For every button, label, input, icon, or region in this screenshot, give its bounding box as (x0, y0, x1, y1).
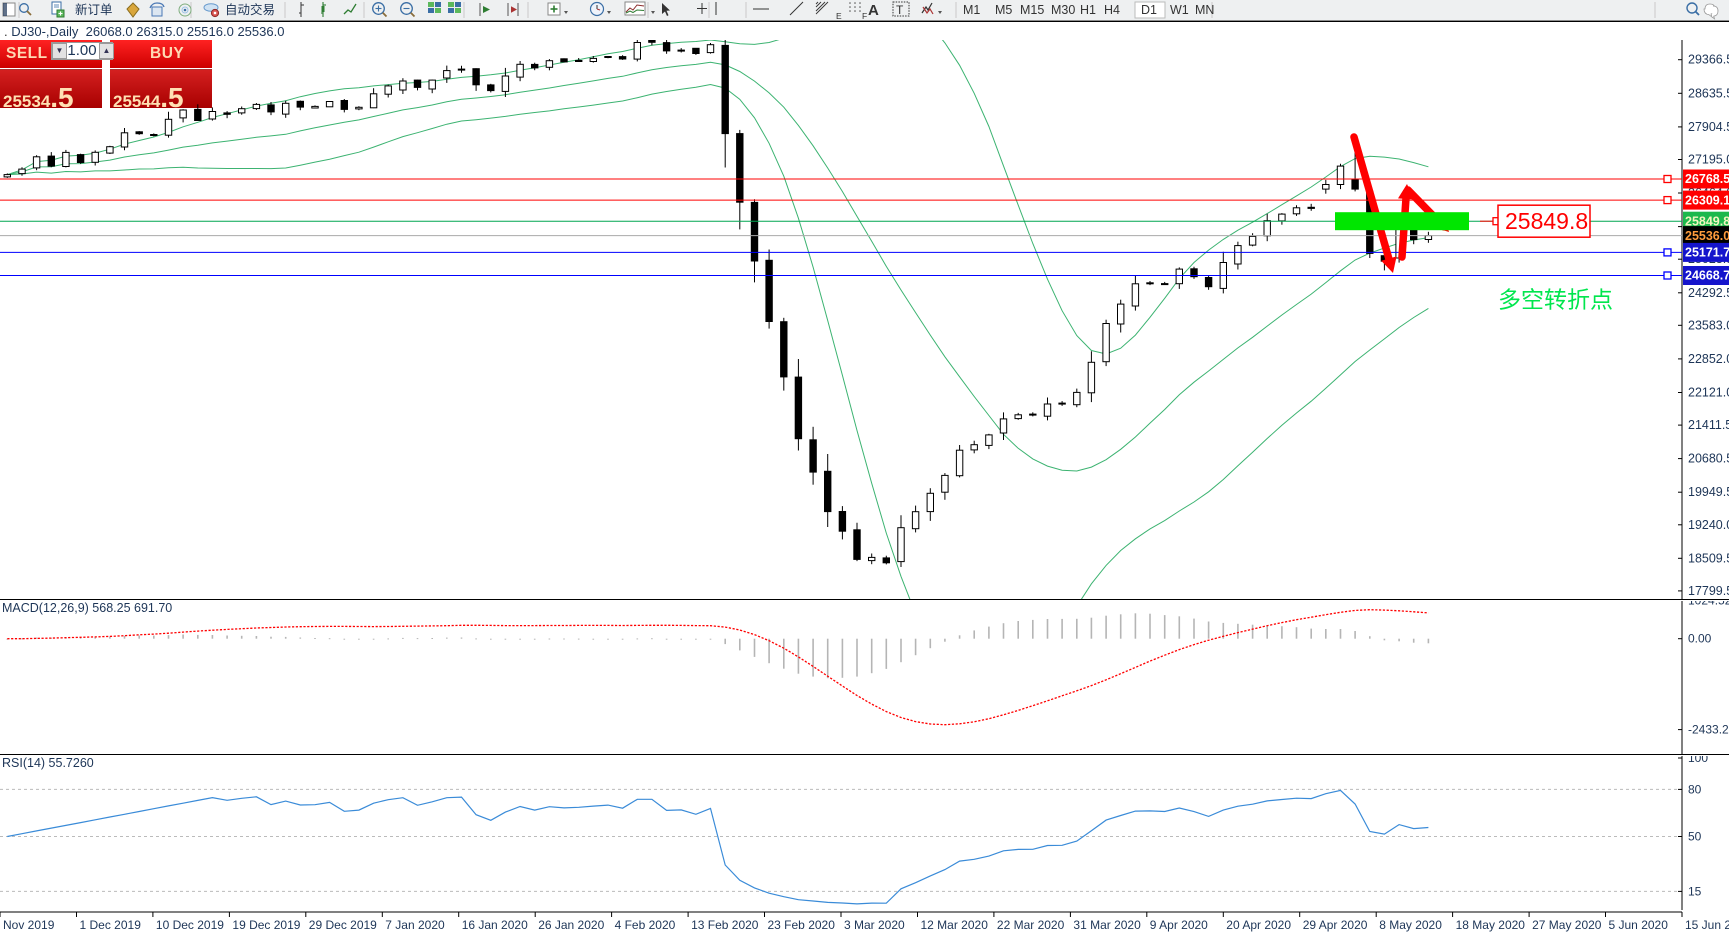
svg-text:21411.5: 21411.5 (1688, 418, 1729, 432)
svg-text:T: T (896, 3, 904, 17)
svg-text:F: F (862, 11, 867, 20)
svg-text:15: 15 (1688, 884, 1702, 898)
svg-text:22 Mar 2020: 22 Mar 2020 (997, 918, 1065, 932)
svg-text:26768.5: 26768.5 (1685, 172, 1729, 186)
svg-text:100: 100 (1688, 756, 1708, 765)
svg-text:18 May 2020: 18 May 2020 (1456, 918, 1526, 932)
svg-text:自动交易: 自动交易 (225, 2, 275, 17)
svg-text:12 Mar 2020: 12 Mar 2020 (921, 918, 989, 932)
svg-text:27195.0: 27195.0 (1688, 153, 1729, 167)
svg-text:M15: M15 (1020, 3, 1044, 17)
svg-text:29366.5: 29366.5 (1688, 53, 1729, 67)
svg-text:7 Jan 2020: 7 Jan 2020 (385, 918, 445, 932)
svg-text:28635.5: 28635.5 (1688, 86, 1729, 100)
svg-text:1 Dec 2019: 1 Dec 2019 (80, 918, 142, 932)
svg-text:19240.0: 19240.0 (1688, 518, 1729, 532)
svg-text:-2433.25: -2433.25 (1688, 723, 1729, 737)
svg-text:24292.5: 24292.5 (1688, 286, 1729, 300)
svg-text:25849.8: 25849.8 (1505, 208, 1588, 234)
svg-text:22121.0: 22121.0 (1688, 386, 1729, 400)
svg-text:26309.1: 26309.1 (1685, 193, 1729, 207)
svg-text:18509.5: 18509.5 (1688, 551, 1729, 565)
svg-text:RSI(14) 55.7260: RSI(14) 55.7260 (2, 756, 94, 770)
svg-text:26 Jan 2020: 26 Jan 2020 (538, 918, 604, 932)
svg-text:5 Jun 2020: 5 Jun 2020 (1609, 918, 1669, 932)
svg-text:8 May 2020: 8 May 2020 (1379, 918, 1442, 932)
svg-text:4 Feb 2020: 4 Feb 2020 (615, 918, 676, 932)
svg-text:9 Apr 2020: 9 Apr 2020 (1150, 918, 1208, 932)
svg-text:H1: H1 (1080, 3, 1096, 17)
svg-text:1024.52: 1024.52 (1688, 601, 1729, 608)
svg-text:25536.0: 25536.0 (1685, 229, 1729, 243)
svg-text:MN: MN (1195, 3, 1214, 17)
svg-text:17799.5: 17799.5 (1688, 584, 1729, 598)
svg-text:22852.0: 22852.0 (1688, 352, 1729, 366)
svg-text:19 Dec 2019: 19 Dec 2019 (232, 918, 300, 932)
svg-text:23583.0: 23583.0 (1688, 318, 1729, 332)
svg-text:Nov 2019: Nov 2019 (3, 918, 55, 932)
svg-text:16 Jan 2020: 16 Jan 2020 (462, 918, 528, 932)
svg-text:20 Apr 2020: 20 Apr 2020 (1226, 918, 1291, 932)
svg-text:A: A (868, 2, 879, 19)
svg-text:80: 80 (1688, 782, 1702, 796)
svg-text:50: 50 (1688, 830, 1702, 844)
svg-text:新订单: 新订单 (75, 2, 113, 17)
svg-text:27904.5: 27904.5 (1688, 120, 1729, 134)
svg-text:24668.7: 24668.7 (1685, 269, 1729, 283)
svg-text:23 Feb 2020: 23 Feb 2020 (768, 918, 836, 932)
svg-text:15 Jun 2020: 15 Jun 2020 (1685, 918, 1729, 932)
svg-text:13 Feb 2020: 13 Feb 2020 (691, 918, 759, 932)
svg-text:M1: M1 (963, 3, 980, 17)
svg-text:20680.5: 20680.5 (1688, 452, 1729, 466)
svg-text:3 Mar 2020: 3 Mar 2020 (844, 918, 905, 932)
svg-text:H4: H4 (1104, 3, 1120, 17)
svg-text:25171.7: 25171.7 (1685, 246, 1729, 260)
svg-text:M30: M30 (1051, 3, 1075, 17)
svg-text:29 Dec 2019: 29 Dec 2019 (309, 918, 377, 932)
svg-text:10 Dec 2019: 10 Dec 2019 (156, 918, 224, 932)
svg-text:M5: M5 (995, 3, 1012, 17)
svg-text:E: E (836, 11, 842, 20)
svg-text:W1: W1 (1170, 3, 1189, 17)
svg-text:27 May 2020: 27 May 2020 (1532, 918, 1602, 932)
svg-text:MACD(12,26,9) 568.25 691.70: MACD(12,26,9) 568.25 691.70 (2, 601, 172, 615)
svg-text:多空转折点: 多空转折点 (1498, 287, 1613, 313)
svg-text:0.00: 0.00 (1688, 632, 1712, 646)
svg-text:31 Mar 2020: 31 Mar 2020 (1073, 918, 1141, 932)
svg-text:D1: D1 (1141, 3, 1157, 17)
svg-text:19949.5: 19949.5 (1688, 485, 1729, 499)
svg-text:29 Apr 2020: 29 Apr 2020 (1303, 918, 1368, 932)
